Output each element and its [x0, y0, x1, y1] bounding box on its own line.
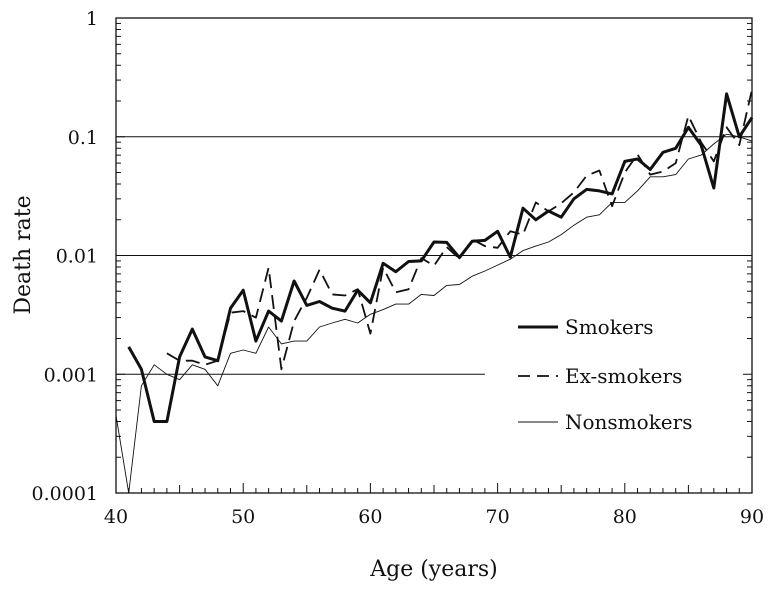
legend-label: Smokers	[565, 315, 654, 339]
y-tick-label: 0.01	[56, 246, 98, 268]
x-tick-labels: 40 50 60 70 80 90	[104, 506, 764, 528]
x-tick-label: 60	[358, 506, 382, 528]
legend: Smokers Ex-smokers Nonsmokers	[518, 315, 692, 434]
x-tick-label: 70	[486, 506, 510, 528]
x-tick-label: 40	[104, 506, 128, 528]
axis-ticks	[115, 17, 753, 494]
y-tick-labels: 0.0001 0.001 0.01 0.1 1	[32, 8, 98, 505]
series-line-smokers	[127, 92, 754, 423]
x-tick-label: 80	[613, 506, 637, 528]
legend-label: Nonsmokers	[565, 410, 692, 434]
legend-label: Ex-smokers	[565, 364, 682, 388]
series-lines	[115, 89, 754, 494]
y-tick-label: 0.0001	[32, 483, 98, 505]
series-line-nonsmokers	[115, 133, 753, 494]
y-tick-label: 0.001	[44, 364, 98, 386]
series-line-ex-smokers	[166, 89, 753, 371]
x-tick-label: 50	[231, 506, 255, 528]
x-axis-title: Age (years)	[369, 557, 498, 582]
y-tick-label: 0.1	[68, 127, 98, 149]
x-tick-label: 90	[740, 506, 764, 528]
y-tick-label: 1	[86, 8, 98, 30]
y-axis-title: Death rate	[11, 195, 36, 314]
